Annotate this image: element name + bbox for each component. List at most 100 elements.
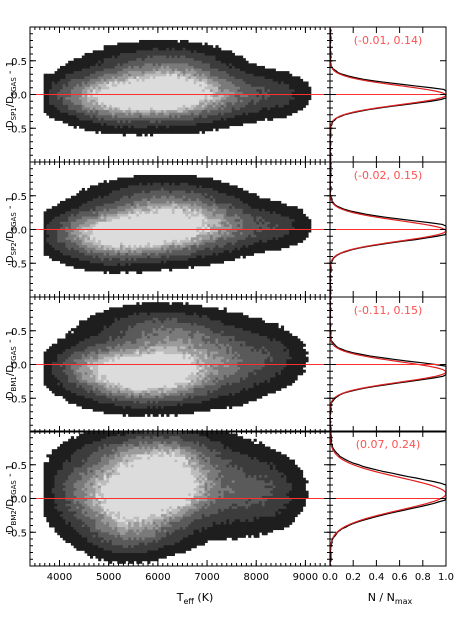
density-cell <box>280 104 285 108</box>
density-cell <box>180 177 184 181</box>
density-cell <box>117 206 121 210</box>
density-cell <box>169 102 173 106</box>
density-cell <box>139 65 143 69</box>
density-cell <box>201 185 205 189</box>
density-cell <box>100 206 105 210</box>
density-cell <box>155 263 159 267</box>
density-cell <box>54 258 58 262</box>
density-cell <box>210 60 214 64</box>
density-cell <box>180 232 184 236</box>
density-cell <box>169 63 173 67</box>
density-cell <box>57 232 61 236</box>
density-cell <box>51 237 55 241</box>
density-cell <box>51 255 55 259</box>
density-cell <box>122 99 126 103</box>
density-cell <box>245 97 249 101</box>
density-cell <box>92 211 96 215</box>
density-cell <box>160 91 165 95</box>
density-cell <box>98 226 102 230</box>
density-cell <box>84 102 88 106</box>
density-cell <box>46 250 50 254</box>
density-cell <box>267 97 271 101</box>
density-cell <box>98 76 102 80</box>
density-cell <box>103 206 107 210</box>
density-cell <box>120 97 124 101</box>
density-cell <box>57 237 61 241</box>
density-cell <box>141 78 145 82</box>
density-cell <box>169 213 173 217</box>
density-cell <box>223 115 227 119</box>
density-cell <box>144 89 148 93</box>
density-cell <box>158 224 162 228</box>
density-cell <box>141 65 145 69</box>
density-cell <box>76 99 80 103</box>
density-cell <box>155 107 159 111</box>
density-cell <box>196 81 200 85</box>
density-cell <box>125 268 129 272</box>
density-cell <box>152 47 156 51</box>
density-cell <box>109 203 113 207</box>
density-cell <box>125 271 129 275</box>
density-cell <box>73 232 77 236</box>
density-cell <box>226 120 230 124</box>
density-cell <box>49 110 53 114</box>
density-cell <box>120 203 124 207</box>
density-cell <box>49 221 53 225</box>
density-cell <box>150 260 154 264</box>
density-cell <box>193 219 197 223</box>
density-cell <box>190 265 195 269</box>
density-cell <box>190 58 195 62</box>
density-cell <box>136 237 140 241</box>
density-cell <box>212 190 216 194</box>
density-cell <box>141 68 145 72</box>
density-cell <box>160 219 165 223</box>
density-cell <box>68 263 72 267</box>
density-cell <box>133 250 137 254</box>
density-cell <box>177 123 181 127</box>
density-cell <box>199 94 203 98</box>
density-cell <box>177 76 181 80</box>
density-cell <box>240 55 244 59</box>
density-cell <box>125 45 129 49</box>
density-cell <box>70 237 75 241</box>
density-cell <box>130 68 135 72</box>
density-cell <box>57 117 61 121</box>
density-cell <box>229 71 233 75</box>
density-cell <box>196 255 200 259</box>
density-cell <box>231 117 235 121</box>
density-cell <box>139 271 143 275</box>
density-cell <box>267 117 271 121</box>
density-cell <box>163 185 167 189</box>
density-cell <box>280 91 285 95</box>
density-cell <box>73 216 77 220</box>
density-cell <box>144 260 148 264</box>
density-cell <box>286 86 290 90</box>
density-cell <box>259 76 263 80</box>
density-cell <box>122 45 126 49</box>
density-cell <box>152 190 156 194</box>
density-cell <box>141 263 145 267</box>
density-cell <box>171 120 175 124</box>
density-cell <box>122 252 126 256</box>
density-cell <box>160 229 165 233</box>
density-cell <box>231 84 235 88</box>
density-cell <box>180 39 184 43</box>
density-cell <box>152 120 156 124</box>
density-cell <box>130 232 135 236</box>
density-cell <box>163 174 167 178</box>
density-cell <box>117 76 121 80</box>
density-cell <box>92 203 96 207</box>
density-cell <box>218 84 222 88</box>
density-cell <box>261 76 265 80</box>
density-cell <box>147 195 151 199</box>
density-cell <box>196 65 200 69</box>
density-cell <box>226 102 230 106</box>
density-cell <box>106 263 110 267</box>
density-cell <box>160 123 165 127</box>
density-cell <box>286 102 290 106</box>
density-cell <box>114 255 118 259</box>
density-cell <box>188 177 192 181</box>
density-cell <box>190 187 195 191</box>
density-cell <box>210 226 214 230</box>
density-cell <box>212 58 216 62</box>
